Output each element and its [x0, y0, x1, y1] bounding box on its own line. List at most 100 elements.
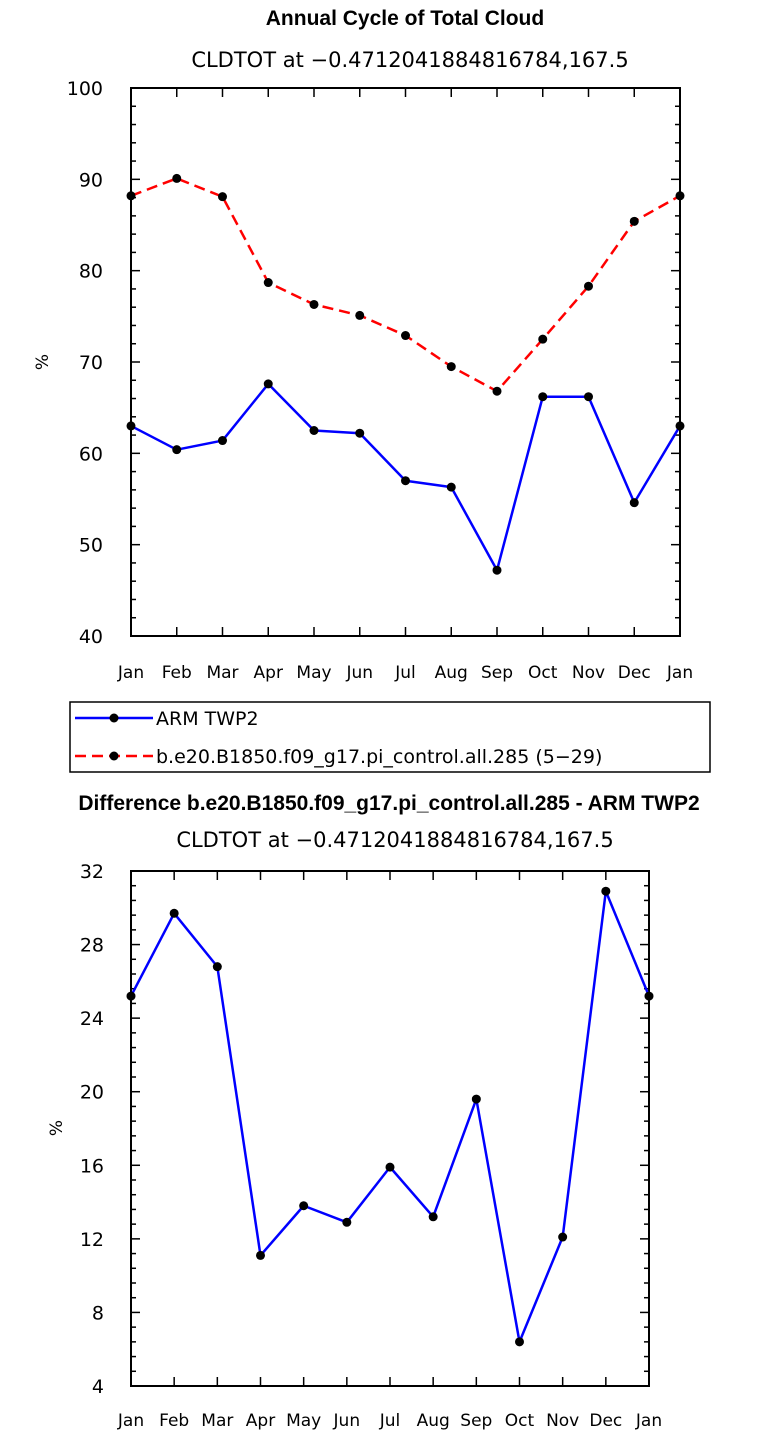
data-point	[601, 886, 611, 896]
data-point	[492, 565, 502, 575]
data-point	[515, 1337, 524, 1347]
x-tick-label: Apr	[254, 663, 283, 683]
x-tick-label: Jan	[666, 663, 693, 683]
data-point	[446, 362, 456, 372]
y-tick-label: 60	[79, 443, 103, 465]
data-point	[299, 1201, 309, 1211]
chart-subtitle: CLDTOT at −0.4712041884816784,167.5	[191, 48, 628, 72]
y-tick-label: 100	[67, 78, 103, 100]
legend: ARM TWP2 b.e20.B1850.f09_g17.pi_control.…	[69, 701, 711, 773]
x-tick-label: Feb	[162, 663, 192, 683]
y-tick-label: 70	[79, 352, 103, 374]
y-tick-label: 8	[92, 1302, 104, 1324]
data-point	[355, 310, 365, 320]
y-tick-label: 50	[79, 535, 103, 557]
x-tick-label: Oct	[528, 663, 558, 683]
data-point	[675, 421, 685, 431]
y-tick-label: 24	[80, 1008, 104, 1030]
plot-frame	[130, 87, 681, 637]
data-point	[401, 476, 410, 486]
x-tick-label: Jan	[635, 1411, 662, 1431]
data-point	[256, 1250, 265, 1260]
legend-box	[69, 701, 711, 773]
x-tick-label: Feb	[159, 1411, 189, 1431]
data-point	[309, 426, 319, 435]
data-point	[126, 991, 136, 1001]
series-line-1	[130, 177, 681, 393]
x-tick-label: Jun	[345, 663, 373, 683]
x-tick-label: Aug	[417, 1411, 450, 1431]
difference-chart: Difference b.e20.B1850.f09_g17.pi_contro…	[47, 792, 700, 1431]
y-axis-label: %	[47, 1120, 67, 1136]
data-point	[263, 379, 273, 389]
data-point	[126, 191, 136, 201]
x-tick-label: Jan	[117, 663, 144, 683]
y-tick-label: 40	[79, 626, 103, 648]
series-line-0	[129, 889, 651, 1344]
data-point	[263, 278, 273, 288]
x-tick-label: Jan	[117, 1411, 144, 1431]
data-point	[446, 482, 456, 492]
data-point	[675, 191, 685, 201]
y-tick-label: 20	[80, 1082, 104, 1104]
legend-marker-arm	[109, 713, 119, 723]
x-tick-label: Mar	[206, 663, 238, 683]
y-tick-label: 4	[92, 1376, 104, 1398]
data-point	[309, 299, 319, 309]
data-point	[385, 1162, 395, 1172]
x-tick-label: Oct	[505, 1411, 535, 1431]
x-tick-label: Sep	[481, 663, 513, 683]
y-tick-label: 28	[80, 935, 104, 957]
x-tick-label: Jul	[379, 1411, 401, 1431]
x-tick-label: May	[286, 1411, 321, 1431]
x-tick-label: Nov	[546, 1411, 579, 1431]
x-tick-label: May	[296, 663, 331, 683]
y-tick-label: 32	[80, 861, 104, 883]
data-point	[538, 392, 548, 402]
legend-label-model: b.e20.B1850.f09_g17.pi_control.all.285 (…	[156, 746, 602, 768]
data-point	[538, 334, 548, 344]
data-point	[629, 216, 639, 226]
data-point	[401, 331, 410, 341]
data-point	[218, 436, 227, 446]
data-point	[126, 421, 136, 431]
plot-area: 40 50 60 70 80 90 100 Jan Feb Mar Apr May Jun Jul Aug S…	[67, 78, 693, 683]
data-point	[355, 428, 365, 438]
data-point	[471, 1094, 481, 1104]
legend-marker-model	[109, 751, 119, 761]
legend-label-arm: ARM TWP2	[156, 708, 259, 730]
data-point	[558, 1232, 568, 1242]
plot-frame	[130, 870, 650, 1387]
x-tick-label: Jul	[394, 663, 416, 683]
y-tick-label: 12	[80, 1229, 104, 1251]
data-point	[629, 498, 639, 508]
data-point	[172, 445, 182, 455]
data-point	[644, 991, 654, 1001]
x-tick-label: Apr	[246, 1411, 275, 1431]
y-tick-label: 90	[79, 169, 103, 191]
y-tick-label: 16	[80, 1155, 104, 1177]
plot-area: 4 8 12 16 20 24 28 32 Jan Feb Mar Apr May Jun Jul Aug Se…	[80, 861, 662, 1431]
data-point	[492, 386, 502, 396]
chart-subtitle: CLDTOT at −0.4712041884816784,167.5	[176, 828, 613, 852]
x-tick-label: Aug	[435, 663, 468, 683]
x-tick-label: Mar	[201, 1411, 233, 1431]
chart-title: Difference b.e20.B1850.f09_g17.pi_contro…	[78, 792, 699, 815]
x-tick-label: Dec	[589, 1411, 622, 1431]
data-point	[428, 1212, 438, 1222]
annual-cycle-chart: Annual Cycle of Total Cloud CLDTOT at −0…	[33, 7, 693, 683]
data-point	[212, 962, 222, 972]
data-point	[218, 192, 227, 202]
y-axis-label: %	[33, 354, 53, 370]
chart-title: Annual Cycle of Total Cloud	[266, 7, 544, 30]
y-tick-label: 80	[79, 261, 103, 283]
data-point	[342, 1217, 352, 1227]
data-point	[584, 281, 593, 291]
x-tick-label: Jun	[333, 1411, 361, 1431]
data-point	[169, 908, 179, 918]
data-point	[172, 173, 182, 183]
x-tick-label: Sep	[460, 1411, 492, 1431]
x-tick-label: Dec	[618, 663, 651, 683]
data-point	[584, 392, 593, 402]
